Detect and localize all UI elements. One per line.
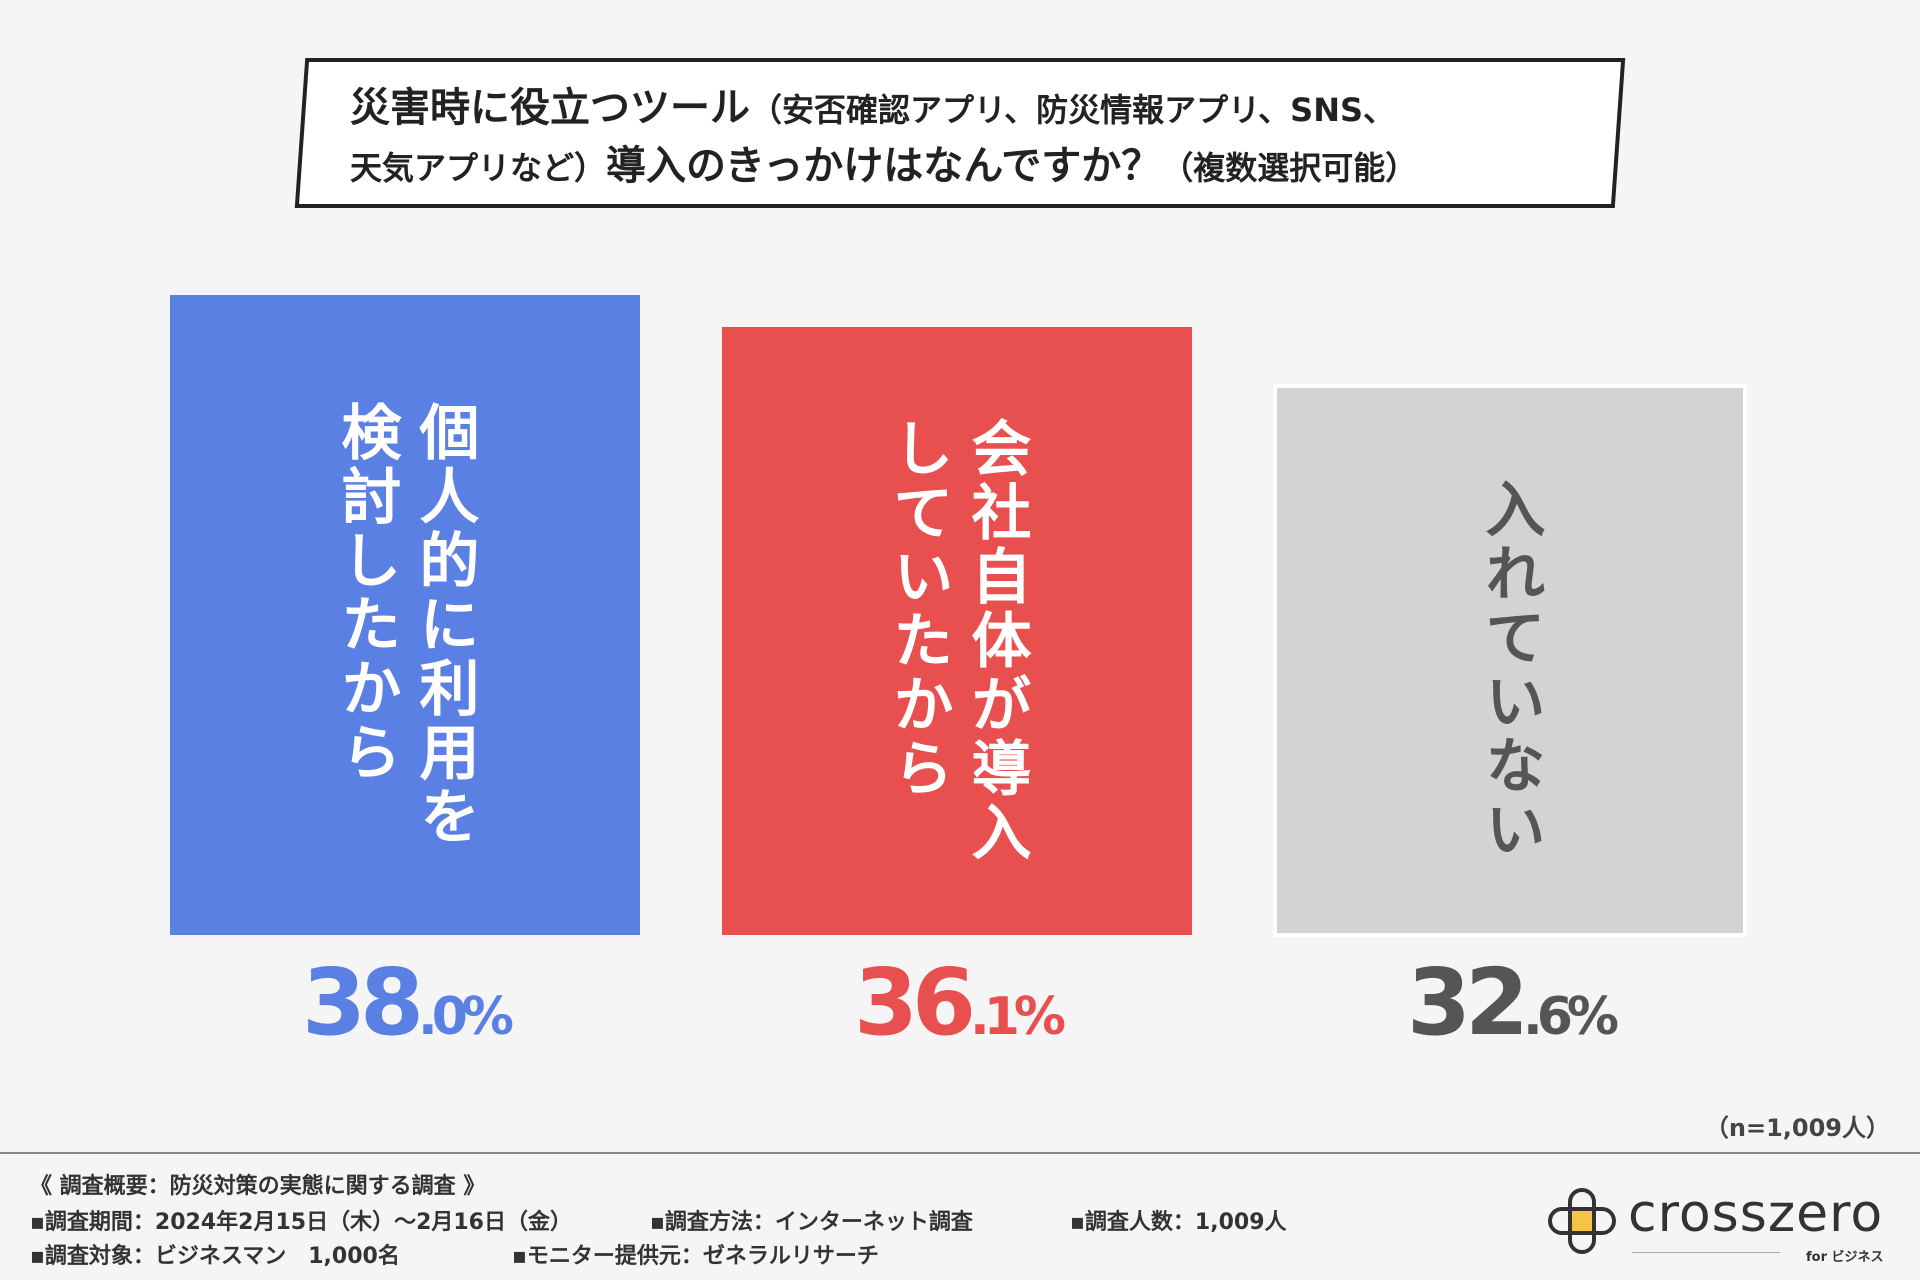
bar-3	[1273, 383, 1747, 937]
sample-size-note: （n=1,009人）	[1704, 1114, 1890, 1142]
logo-subtitle: for ビジネス	[1806, 1250, 1884, 1265]
logo-wordmark: crosszero	[1628, 1184, 1884, 1244]
survey-provider: ▪モニター提供元：ゼネラルリサーチ	[512, 1244, 879, 1269]
survey-target: ▪調査対象：ビジネスマン 1,000名	[30, 1244, 400, 1269]
title-note: （複数選択可能）	[1161, 149, 1418, 187]
bar-label-3: 入れていない	[1475, 478, 1545, 863]
logo-divider	[1632, 1252, 1780, 1253]
value-label-2: 36.1%	[853, 949, 1066, 1056]
survey-footer	[0, 1152, 1920, 1280]
title-main-1: 災害時に役立つツール	[350, 85, 750, 131]
survey-count: ▪調査人数：1,009人	[1070, 1210, 1287, 1235]
bar-2	[722, 327, 1192, 935]
chart-title: 災害時に役立つツール（安否確認アプリ、防災情報アプリ、SNS、 天気アプリなど）…	[350, 80, 1590, 196]
title-paren-2: 天気アプリなど）	[350, 149, 607, 187]
bar-1	[170, 295, 640, 935]
crosszero-logo-icon	[1548, 1188, 1616, 1254]
bar-label-2: 会社自体が導入 していたから	[883, 417, 1031, 865]
bar-label-1: 個人的に利用を 検討したから	[331, 401, 479, 849]
title-paren-1: （安否確認アプリ、防災情報アプリ、SNS、	[750, 91, 1396, 129]
survey-period: ▪調査期間：2024年2月15日（木）～2月16日（金）	[30, 1210, 572, 1235]
survey-method: ▪調査方法：インターネット調査	[650, 1210, 973, 1235]
value-label-3: 32.6%	[1406, 949, 1619, 1056]
value-label-1: 38.0%	[301, 949, 514, 1056]
title-main-2: 導入のきっかけはなんですか？	[606, 143, 1162, 189]
survey-heading: 《 調査概要：防災対策の実態に関する調査 》	[30, 1174, 486, 1199]
